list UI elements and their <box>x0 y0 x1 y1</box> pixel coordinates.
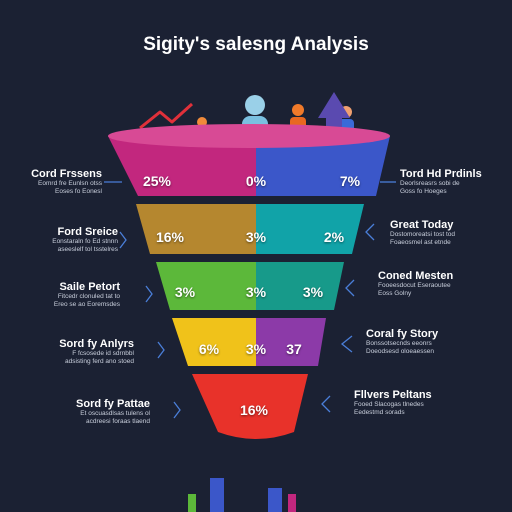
left-label-sub: Eonstaraln fo Ed stnnn <box>52 238 118 245</box>
left-label-sub: Eoses fo Eonesl <box>55 188 102 195</box>
tier-2-center-value: 3% <box>245 229 267 245</box>
left-label-heading: Sord fy Pattae <box>76 398 150 410</box>
right-label-3: Coned Mesten Fooeesdocut Eseraoutee Eoss… <box>378 270 508 298</box>
right-label-sub: Doeodsesd oloeaessen <box>366 348 434 355</box>
right-label-sub: Eedestmd sorads <box>354 409 405 416</box>
tier-5 <box>192 374 308 439</box>
tier-3-right <box>256 262 344 310</box>
tier-3-left-value: 3% <box>174 284 196 300</box>
tier-4-left <box>172 318 256 366</box>
tier-3-right-value: 3% <box>302 284 324 300</box>
right-label-sub: Fooed Slacogas tlnedes <box>354 401 424 408</box>
page-title: Sigity's salesng Analysis <box>143 34 369 55</box>
right-label-2: Great Today Dostomoreatsi tost tod Foaeo… <box>390 219 512 247</box>
left-label-sub: adsisting ferd ano stoed <box>64 358 134 365</box>
left-label-3: Saile Petort Fitcedr clonuled tat to Ere… <box>0 281 120 309</box>
tier-1-center-value: 0% <box>245 173 267 189</box>
left-label-heading: Saile Petort <box>59 281 120 293</box>
left-label-sub: aseeslelf tol tsstelres <box>57 246 118 253</box>
right-label-sub: Eoss Golny <box>378 290 412 297</box>
left-label-sub: Eomrd fre Eunlsn otss <box>38 180 102 187</box>
right-label-sub: Goss fo Hoeges <box>400 188 447 195</box>
tier-1-left-value: 25% <box>142 173 172 189</box>
left-label-heading: Cord Frssens <box>31 168 102 180</box>
tier-4-left-value: 6% <box>198 341 220 357</box>
left-label-1: Cord Frssens Eomrd fre Eunlsn otss Eoses… <box>0 168 102 196</box>
left-label-sub: Et oscuasdlsas tulens ol <box>80 410 150 417</box>
bar-chart-icon <box>188 478 296 512</box>
tier-3-left <box>156 262 256 310</box>
tier-1-rim <box>108 124 390 148</box>
right-label-sub: Dostomoreatsi tost tod <box>390 231 456 238</box>
tier-4-right <box>256 318 326 366</box>
tier-4-right-value: 37 <box>286 341 302 357</box>
right-label-4: Coral fy Story Bonssotsecnds eeonrs Doeo… <box>366 328 496 356</box>
left-connectors <box>104 181 181 419</box>
right-label-heading: Fllvers Peltans <box>354 389 432 401</box>
right-label-5: Fllvers Peltans Fooed Slacogas tlnedes E… <box>354 389 484 417</box>
tier-2-left-value: 16% <box>155 229 185 245</box>
tier-1-left <box>108 136 256 196</box>
tier-2-right-value: 2% <box>323 229 345 245</box>
right-label-sub: Bonssotsecnds eeonrs <box>366 340 432 347</box>
right-label-heading: Tord Hd Prdinls <box>400 168 482 180</box>
tier-1-right-value: 7% <box>339 173 361 189</box>
tier-5-center-value: 16% <box>239 402 269 418</box>
right-label-heading: Coned Mesten <box>378 270 454 282</box>
tier-2-right <box>256 204 364 254</box>
left-label-sub: F fcsosede id sdrnbbl <box>72 350 134 357</box>
right-label-sub: Fooeesdocut Eseraoutee <box>378 282 451 289</box>
left-label-sub: acdreesi foraas tlaend <box>86 418 150 425</box>
right-label-1: Tord Hd Prdinls Deorlsreasrs sobi de Gos… <box>400 168 512 196</box>
left-label-heading: Sord fy Anlyrs <box>59 338 134 350</box>
trend-line-icon <box>139 102 194 130</box>
arrow-up-icon <box>318 92 350 130</box>
tier-3-center-value: 3% <box>245 284 267 300</box>
right-connectors <box>321 181 396 413</box>
left-label-sub: Ereo se ao Eoremsdes <box>53 301 120 308</box>
left-label-sub: Fitcedr clonuled tat to <box>57 293 120 300</box>
right-label-heading: Great Today <box>390 219 454 231</box>
tier-1-right <box>256 136 390 196</box>
left-label-heading: Ford Sreice <box>57 226 118 238</box>
right-label-heading: Coral fy Story <box>366 328 439 340</box>
left-label-4: Sord fy Anlyrs F fcsosede id sdrnbbl ads… <box>4 338 134 366</box>
right-label-sub: Foaeosmel ast etnde <box>390 239 451 246</box>
left-label-2: Ford Sreice Eonstaraln fo Ed stnnn asees… <box>0 226 118 254</box>
tier-2-left <box>136 204 256 254</box>
left-label-5: Sord fy Pattae Et oscuasdlsas tulens ol … <box>20 398 150 426</box>
tier-4-center-value: 3% <box>245 341 267 357</box>
right-label-sub: Deorlsreasrs sobi de <box>400 180 460 187</box>
